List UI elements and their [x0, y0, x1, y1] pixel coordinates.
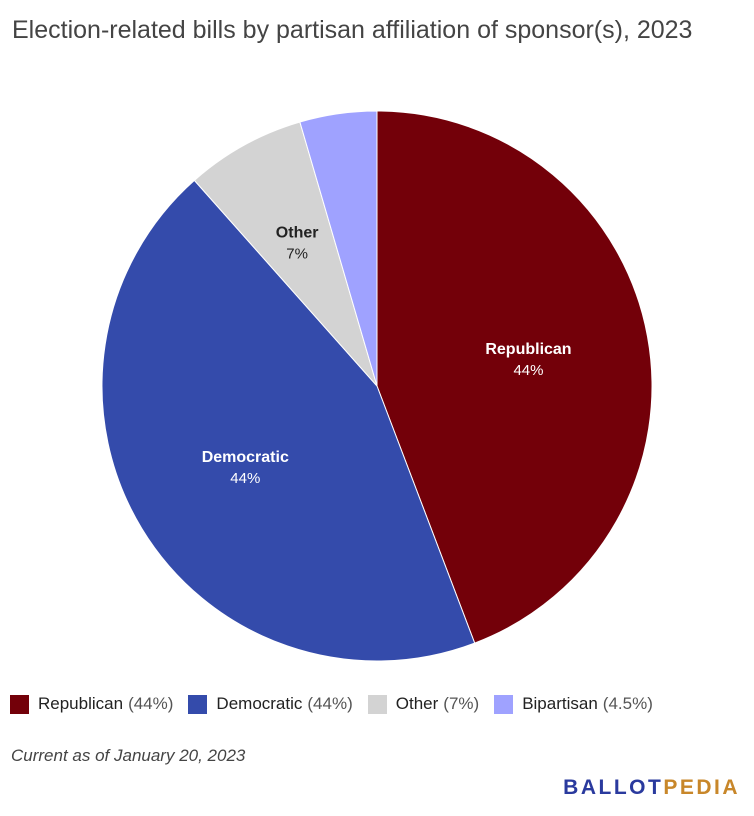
chart-title: Election-related bills by partisan affil…: [12, 16, 693, 44]
legend-swatch-bipartisan: [494, 694, 514, 714]
pie-chart: Republican 44% Democratic 44% Other 7%: [101, 110, 653, 662]
legend: Republican (44%) Democratic (44%) Other …: [10, 694, 668, 714]
legend-label-democratic: Democratic: [216, 694, 303, 713]
slice-value-other: 7%: [286, 246, 308, 263]
legend-swatch-democratic: [188, 694, 208, 714]
legend-label-bipartisan: Bipartisan: [522, 694, 598, 713]
legend-item-democratic: Democratic (44%): [188, 694, 353, 714]
legend-item-bipartisan: Bipartisan (4.5%): [494, 694, 653, 714]
footnote: Current as of January 20, 2023: [11, 746, 246, 765]
legend-swatch-republican: [10, 694, 29, 714]
slice-label-republican: Republican: [485, 341, 571, 358]
legend-label-republican: Republican: [38, 694, 124, 713]
legend-pct-bipartisan: (4.5%): [602, 694, 653, 713]
slice-label-democratic: Democratic: [202, 449, 289, 466]
pie-slices: [101, 110, 653, 662]
legend-pct-democratic: (44%): [307, 694, 353, 713]
pie-slice-republican: [376, 110, 653, 644]
slice-label-other: Other: [276, 225, 319, 242]
logo-part-pedia: PEDIA: [663, 776, 740, 799]
legend-item-republican: Republican (44%): [10, 694, 173, 714]
legend-pct-other: (7%): [443, 694, 480, 713]
legend-swatch-other: [367, 694, 387, 714]
legend-pct-republican: (44%): [128, 694, 174, 713]
pie-slice-democratic: [101, 179, 476, 662]
legend-label-other: Other: [395, 694, 439, 713]
legend-item-other: Other (7%): [367, 694, 480, 714]
pie-labels: Republican 44% Democratic 44% Other 7%: [202, 225, 572, 487]
slice-value-republican: 44%: [513, 362, 543, 379]
logo-part-ballot: BALLOT: [563, 776, 664, 799]
pie-slice-bipartisan: [299, 110, 378, 387]
slice-value-democratic: 44%: [230, 470, 260, 487]
pie-slice-other: [193, 121, 378, 387]
ballotpedia-logo: BALLOTPEDIA: [563, 776, 740, 800]
